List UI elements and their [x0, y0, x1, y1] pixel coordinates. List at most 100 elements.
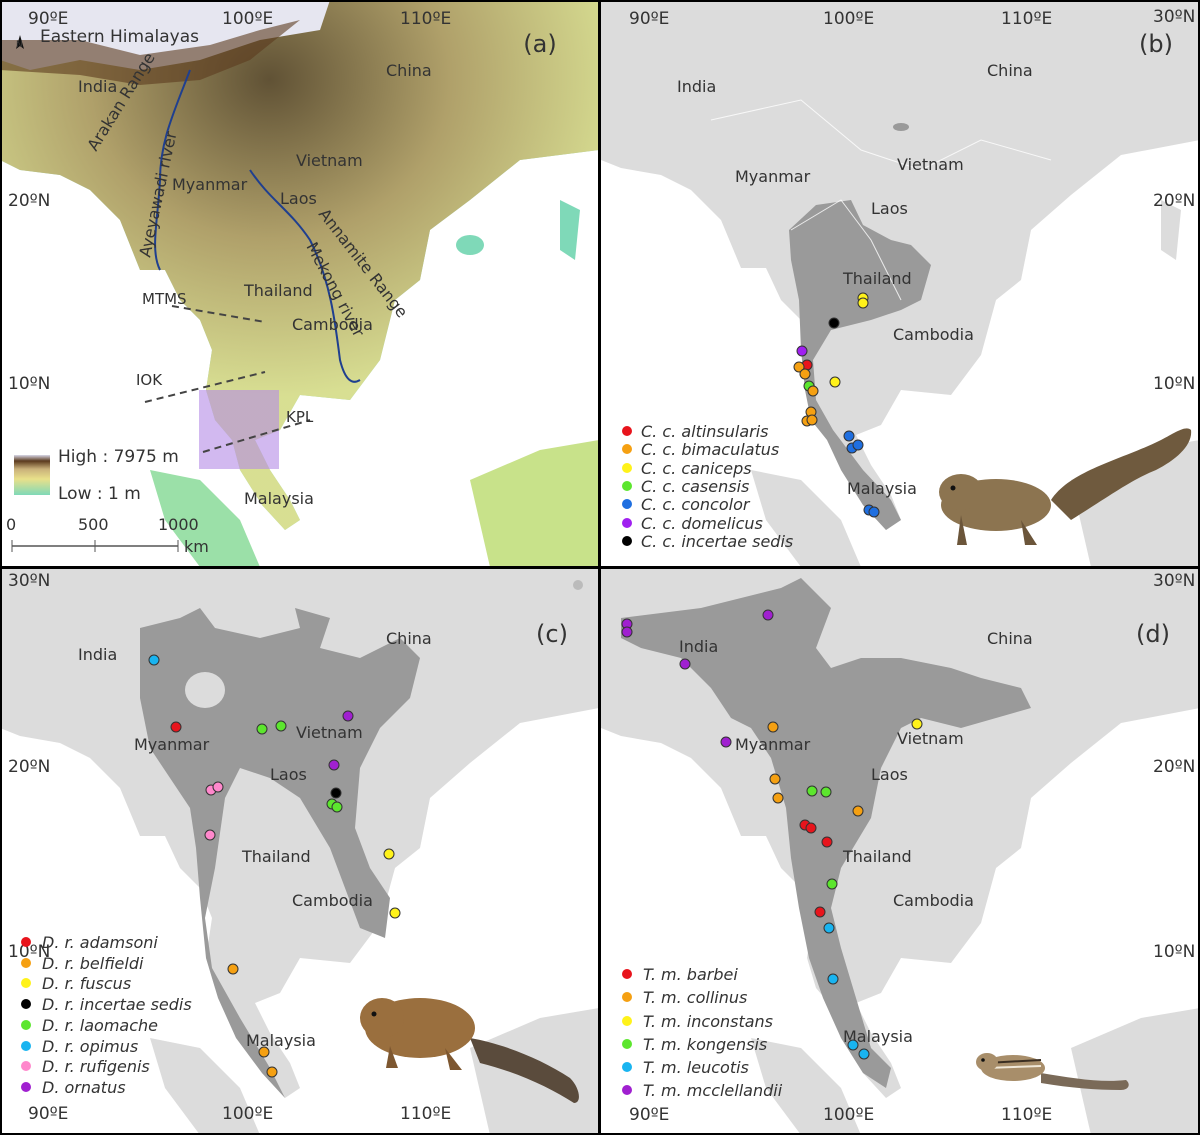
- place-china: China: [987, 61, 1033, 80]
- point: [843, 430, 855, 442]
- label-mtms: MTMS: [142, 290, 187, 308]
- lon-90: 90ºE: [629, 1105, 669, 1125]
- point: [826, 878, 838, 890]
- lat-20: 20ºN: [8, 757, 50, 777]
- legend-item: T. m. leucotis: [643, 1058, 749, 1077]
- point: [858, 1048, 870, 1060]
- panel-label-b: (b): [1139, 30, 1173, 58]
- place-cambodia: Cambodia: [893, 891, 974, 910]
- panel-c: 90ºE 100ºE 110ºE 30ºN 20ºN 10ºN (c) Indi…: [0, 568, 599, 1135]
- legend-item: D. r. rufigenis: [42, 1057, 150, 1076]
- lat-10: 10ºN: [1153, 942, 1195, 962]
- legend-item: T. m. kongensis: [643, 1035, 767, 1054]
- place-vietnam: Vietnam: [296, 151, 363, 170]
- place-india: India: [679, 637, 718, 656]
- place-thailand: Thailand: [842, 269, 912, 288]
- lat-10: 10ºN: [1153, 374, 1195, 394]
- legend-item: D. r. opimus: [42, 1037, 138, 1056]
- legend-item: C. c. casensis: [641, 477, 749, 496]
- legend-item: T. m. collinus: [643, 988, 747, 1007]
- panel-label-c: (c): [536, 620, 568, 648]
- lat-30: 30ºN: [8, 571, 50, 591]
- legend-item: T. m. inconstans: [643, 1012, 773, 1031]
- point: [828, 317, 840, 329]
- lon-110: 110ºE: [1001, 1105, 1052, 1125]
- lon-100: 100ºE: [222, 9, 273, 29]
- point: [805, 822, 817, 834]
- place-myanmar: Myanmar: [735, 735, 811, 754]
- legend-c: D. r. adamsoni D. r. belfieldi D. r. fus…: [21, 933, 192, 1097]
- point: [621, 626, 633, 638]
- place-thailand: Thailand: [842, 847, 912, 866]
- svg-text:1000: 1000: [158, 515, 199, 534]
- point: [383, 848, 395, 860]
- squirrel-illustration: [939, 428, 1192, 545]
- svg-text:km: km: [184, 537, 209, 556]
- lon-100: 100ºE: [222, 1104, 273, 1124]
- lon-110: 110ºE: [1001, 9, 1052, 29]
- panel-d: 90ºE 100ºE 110ºE 30ºN 20ºN 10ºN (d) Indi…: [601, 568, 1200, 1135]
- point: [911, 718, 923, 730]
- iok-line: [144, 371, 266, 403]
- panel-label-d: (d): [1136, 620, 1170, 648]
- place-cambodia: Cambodia: [292, 315, 373, 334]
- point: [793, 361, 805, 373]
- place-thailand: Thailand: [241, 847, 311, 866]
- point: [148, 654, 160, 666]
- lon-100: 100ºE: [823, 9, 874, 29]
- point: [258, 1046, 270, 1058]
- svg-text:500: 500: [78, 515, 109, 534]
- point: [807, 385, 819, 397]
- lat-30: 30ºN: [1153, 571, 1195, 591]
- panel-d-map: 90ºE 100ºE 110ºE 30ºN 20ºN 10ºN (d) Indi…: [601, 568, 1200, 1135]
- point: [820, 786, 832, 798]
- point: [806, 414, 818, 426]
- place-china: China: [386, 61, 432, 80]
- place-india: India: [78, 77, 117, 96]
- point: [170, 721, 182, 733]
- legend-item: C. c. incertae sedis: [641, 532, 793, 551]
- lat-10: 10ºN: [8, 374, 50, 394]
- place-vietnam: Vietnam: [897, 155, 964, 174]
- point: [256, 723, 268, 735]
- chipmunk-illustration: [976, 1053, 1129, 1090]
- mekong-river-line: [249, 169, 361, 383]
- squirrel-illustration: [360, 998, 579, 1103]
- place-vietnam: Vietnam: [296, 723, 363, 742]
- place-eastern-himalayas: Eastern Himalayas: [40, 27, 199, 47]
- point: [330, 787, 342, 799]
- place-china: China: [386, 629, 432, 648]
- place-myanmar: Myanmar: [172, 175, 248, 194]
- elevation-legend-high: High : 7975 m: [58, 447, 179, 467]
- place-cambodia: Cambodia: [292, 891, 373, 910]
- ayeyawadi-river-line: [154, 69, 191, 271]
- kpl-box: [199, 390, 279, 469]
- range-polygon-b: [789, 200, 931, 530]
- place-myanmar: Myanmar: [735, 167, 811, 186]
- place-vietnam: Vietnam: [897, 729, 964, 748]
- label-kpl: KPL: [286, 408, 314, 426]
- point: [679, 658, 691, 670]
- legend-item: C. c. caniceps: [641, 459, 752, 478]
- place-china: China: [987, 629, 1033, 648]
- north-arrow-icon: N: [16, 35, 24, 50]
- point: [868, 506, 880, 518]
- point: [799, 368, 811, 380]
- lon-90: 90ºE: [629, 9, 669, 29]
- lat-20: 20ºN: [1153, 757, 1195, 777]
- legend-item: D. r. fuscus: [42, 974, 131, 993]
- legend-item: C. c. bimaculatus: [641, 440, 779, 459]
- elevation-legend-swatch: [14, 455, 50, 495]
- lat-30: 30ºN: [1153, 7, 1195, 27]
- point: [204, 829, 216, 841]
- panel-a-map: 90ºE 100ºE 110ºE 20ºN 10ºN N (a) Eastern…: [0, 0, 599, 567]
- place-laos: Laos: [270, 765, 307, 784]
- point: [796, 345, 808, 357]
- label-iok: IOK: [136, 371, 163, 389]
- lon-110: 110ºE: [400, 9, 451, 29]
- mtms-line: [171, 305, 266, 323]
- kpl-line: [202, 419, 311, 453]
- horizontal-divider: [0, 566, 1200, 569]
- place-cambodia: Cambodia: [893, 325, 974, 344]
